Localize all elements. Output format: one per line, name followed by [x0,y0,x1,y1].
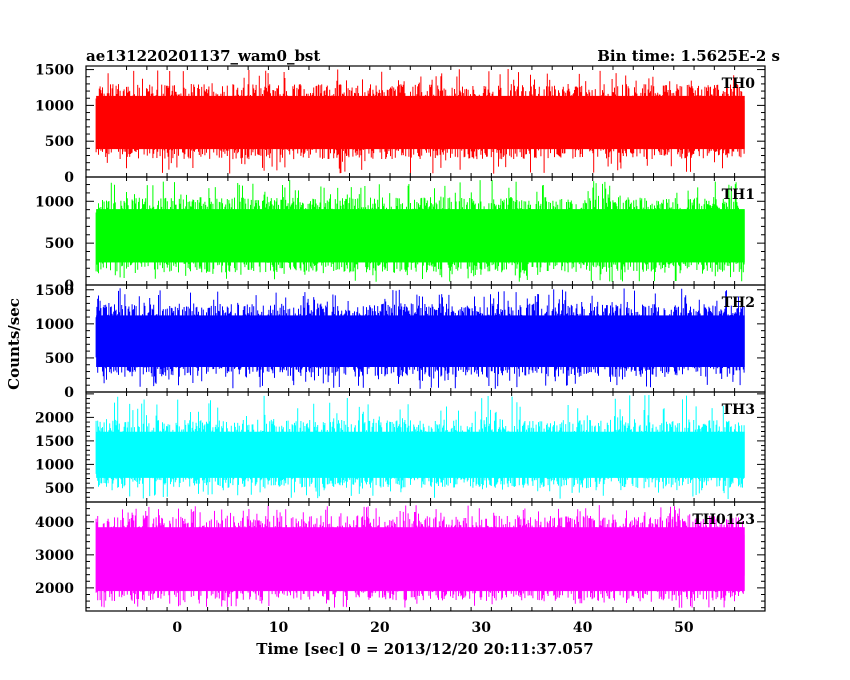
y-tick-label: 500 [45,134,74,150]
y-tick-label: 2000 [35,581,74,597]
panel-label: TH3 [722,402,755,418]
series-line-th0 [95,69,745,174]
y-tick-label: 1500 [35,434,74,450]
x-tick-label: 10 [269,620,289,636]
chart-title-left: ae131220201137_wam0_bst [86,47,320,65]
series-line-th1 [95,180,745,282]
y-tick-label: 1000 [35,98,74,114]
panel-th1: 0 500 1000 TH1 [35,176,766,294]
y-tick-label: 0 [64,385,74,401]
y-tick-label: 1500 [35,63,74,79]
y-tick-label: 1000 [35,457,74,473]
panel-th0123: 2000 3000 4000 TH0123 [35,501,766,612]
y-axis-label: Counts/sec [5,298,23,390]
x-tick-label: 50 [674,620,694,636]
y-tick-label: 0 [64,170,74,186]
series-line-th0123 [95,505,745,608]
panel-th3: 500 1000 1500 2000 TH3 [35,391,766,503]
x-tick-label: 0 [172,620,182,636]
x-axis: 0 10 20 30 40 50 [172,620,694,636]
panel-th2: 0 500 1000 1500 TH2 [35,283,766,401]
panel-label: TH0 [722,76,756,92]
y-tick-label: 4000 [35,515,74,531]
x-axis-label: Time [sec] 0 = 2013/12/20 20:11:37.057 [256,640,593,658]
y-tick-label: 500 [45,481,74,497]
y-tick-label: 2000 [35,410,74,426]
y-tick-label: 500 [45,351,74,367]
chart-title-right: Bin time: 1.5625E-2 s [597,47,780,65]
panels-group: 0 500 1000 1500 TH0 0 500 1000 TH1 0 500 1000 1500 TH… [35,63,766,612]
y-tick-label: 0 [64,278,74,294]
panel-label: TH2 [722,295,755,311]
panel-frame [85,501,766,612]
x-tick-label: 20 [370,620,390,636]
panel-th0: 0 500 1000 1500 TH0 [35,63,766,186]
y-tick-label: 1500 [35,283,74,299]
x-tick-label: 30 [471,620,491,636]
x-tick-label: 40 [573,620,593,636]
series-line-th2 [95,288,745,389]
y-tick-label: 3000 [35,548,74,564]
y-tick-label: 1000 [35,317,74,333]
panel-label: TH0123 [692,512,755,528]
panel-label: TH1 [722,187,755,203]
series-line-th3 [95,395,745,499]
y-tick-label: 500 [45,236,74,252]
y-tick-label: 1000 [35,194,74,210]
